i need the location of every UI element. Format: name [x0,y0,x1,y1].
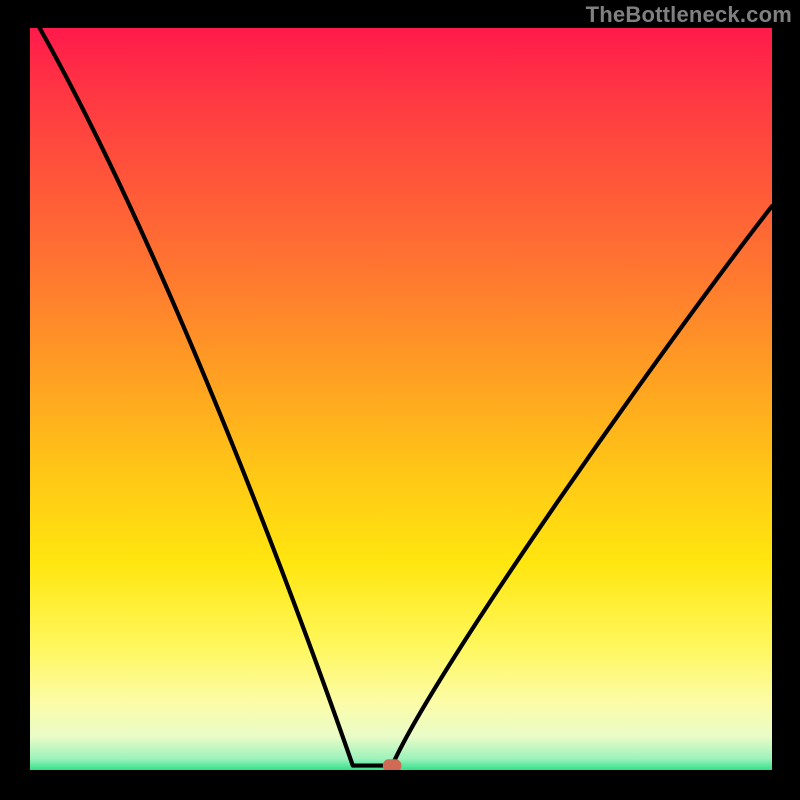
watermark-text: TheBottleneck.com [586,2,792,28]
bottleneck-chart [30,28,772,770]
optimum-marker [383,759,402,770]
gradient-background [30,28,772,770]
chart-container: TheBottleneck.com [0,0,800,800]
